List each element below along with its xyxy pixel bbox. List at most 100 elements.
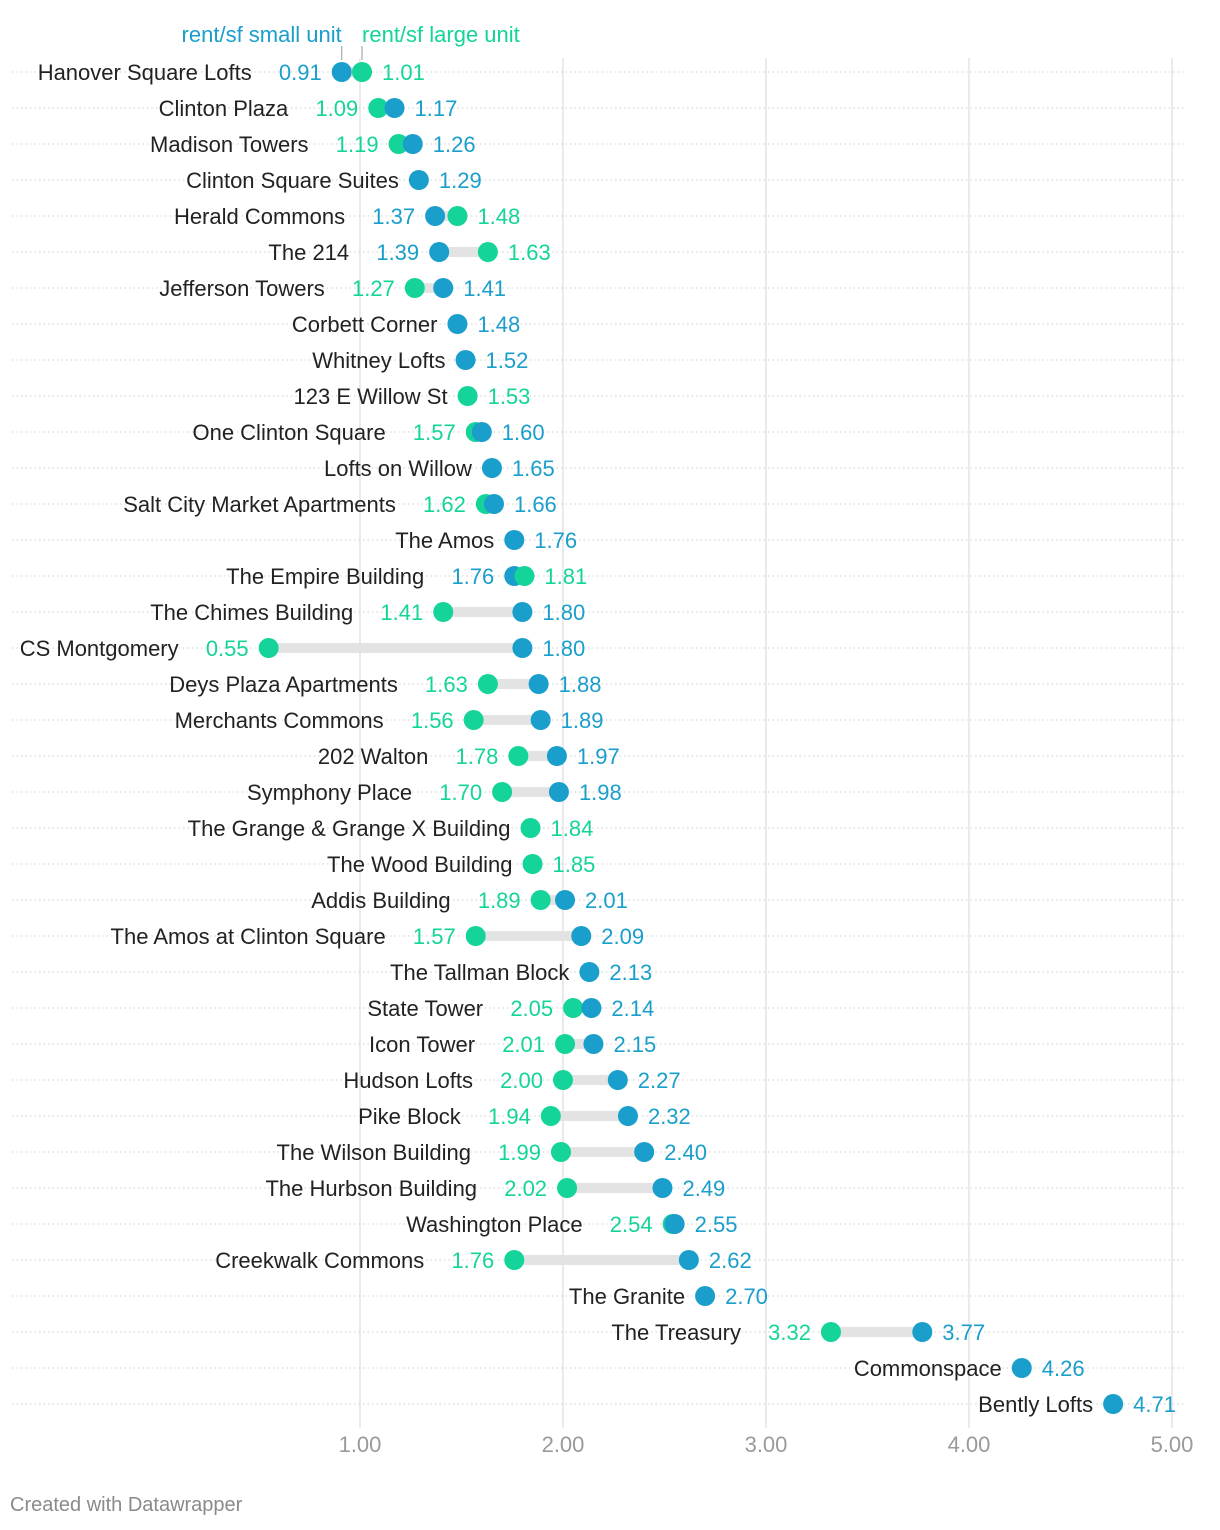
dot-small-unit [408, 170, 429, 190]
dot-small-unit [546, 746, 567, 766]
value-label: 1.57 [413, 420, 456, 445]
value-label: 2.02 [504, 1176, 547, 1201]
property-name-label: The Grange & Grange X Building [188, 816, 511, 841]
dot-small-unit [571, 926, 592, 946]
property-name-label: The Empire Building [226, 564, 424, 589]
dot-small-unit [530, 710, 551, 730]
dot-small-unit [447, 314, 468, 334]
dot-small-unit [471, 422, 492, 442]
value-label: 2.14 [611, 996, 654, 1021]
property-name-label: Clinton Square Suites [186, 168, 399, 193]
value-label: 1.09 [315, 96, 358, 121]
value-label: 2.27 [638, 1068, 681, 1093]
property-name-label: 123 E Willow St [294, 384, 448, 409]
x-tick-label: 4.00 [948, 1432, 991, 1457]
value-label: 1.63 [508, 240, 551, 265]
dot-small-unit [455, 350, 476, 370]
property-name-label: The Wood Building [327, 852, 513, 877]
dot-large-unit [504, 1250, 525, 1270]
value-label: 1.98 [579, 780, 622, 805]
dot-small-unit [678, 1250, 699, 1270]
dot-small-unit [579, 962, 600, 982]
property-name-label: The Wilson Building [277, 1140, 471, 1165]
dot-large-unit [477, 242, 498, 262]
value-label: 1.56 [411, 708, 454, 733]
property-name-label: Herald Commons [174, 204, 345, 229]
value-label: 2.49 [682, 1176, 725, 1201]
value-label: 1.62 [423, 492, 466, 517]
dot-large-unit [465, 926, 486, 946]
dot-small-unit [1011, 1358, 1032, 1378]
legend-large-unit: rent/sf large unit [362, 22, 520, 47]
dot-large-unit [555, 1034, 576, 1054]
x-tick-label: 2.00 [542, 1432, 585, 1457]
dot-small-unit [425, 206, 446, 226]
dot-small-unit [583, 1034, 604, 1054]
value-label: 2.40 [664, 1140, 707, 1165]
credit-text: Created with Datawrapper [10, 1494, 243, 1516]
property-name-label: The Treasury [611, 1320, 741, 1345]
property-name-label: 202 Walton [318, 744, 428, 769]
value-label: 1.88 [559, 672, 602, 697]
dot-large-unit [557, 1178, 578, 1198]
dot-large-unit [530, 890, 551, 910]
value-label: 2.01 [502, 1032, 545, 1057]
dot-small-unit [483, 494, 504, 514]
property-name-label: State Tower [367, 996, 483, 1021]
value-label: 2.13 [609, 960, 652, 985]
value-label: 0.91 [279, 60, 322, 85]
value-label: 3.32 [768, 1320, 811, 1345]
property-name-label: Salt City Market Apartments [123, 492, 396, 517]
value-label: 2.09 [601, 924, 644, 949]
dot-large-unit [258, 638, 279, 658]
value-label: 1.19 [336, 132, 379, 157]
dot-small-unit [504, 530, 525, 550]
property-name-label: Hanover Square Lofts [38, 60, 252, 85]
dot-small-unit [664, 1214, 685, 1234]
value-label: 1.37 [372, 204, 415, 229]
legend-small-unit: rent/sf small unit [182, 22, 342, 47]
value-label: 1.60 [502, 420, 545, 445]
value-label: 1.48 [477, 312, 520, 337]
dot-large-unit [433, 602, 454, 622]
dot-small-unit [695, 1286, 716, 1306]
value-label: 4.71 [1133, 1392, 1176, 1417]
property-name-label: Whitney Lofts [312, 348, 445, 373]
value-label: 1.85 [553, 852, 596, 877]
value-label: 2.62 [709, 1248, 752, 1273]
value-label: 1.29 [439, 168, 482, 193]
value-label: 2.01 [585, 888, 628, 913]
dot-small-unit [548, 782, 569, 802]
dot-small-unit [617, 1106, 638, 1126]
value-label: 1.48 [477, 204, 520, 229]
property-name-label: The Hurbson Building [265, 1176, 477, 1201]
property-name-label: The 214 [268, 240, 349, 265]
property-name-label: Corbett Corner [292, 312, 438, 337]
dot-large-unit [477, 674, 498, 694]
property-name-label: Madison Towers [150, 132, 309, 157]
dot-large-unit [388, 134, 409, 154]
dot-small-unit [331, 62, 352, 82]
property-name-label: The Amos [395, 528, 494, 553]
value-label: 0.55 [206, 636, 249, 661]
value-label: 1.84 [551, 816, 594, 841]
property-name-label: Commonspace [854, 1356, 1002, 1381]
property-name-label: Clinton Plaza [159, 96, 289, 121]
value-label: 1.76 [451, 1248, 494, 1273]
dot-large-unit [540, 1106, 561, 1126]
dot-small-unit [555, 890, 576, 910]
value-label: 1.17 [415, 96, 458, 121]
dot-range-chart: 1.00 2.00 3.00 4.00 5.00 1.01 0.91 Hanover Squa… [12, 22, 1193, 1457]
dot-small-unit [652, 1178, 673, 1198]
property-name-label: Pike Block [358, 1104, 462, 1129]
value-label: 1.63 [425, 672, 468, 697]
property-name-label: Creekwalk Commons [215, 1248, 424, 1273]
property-name-label: Bently Lofts [978, 1392, 1093, 1417]
dot-large-unit [550, 1142, 571, 1162]
value-label: 1.39 [376, 240, 419, 265]
value-label: 1.01 [382, 60, 425, 85]
property-name-label: Hudson Lofts [343, 1068, 473, 1093]
dot-large-unit [352, 62, 373, 82]
property-name-label: The Granite [569, 1284, 685, 1309]
dot-small-unit [429, 242, 450, 262]
